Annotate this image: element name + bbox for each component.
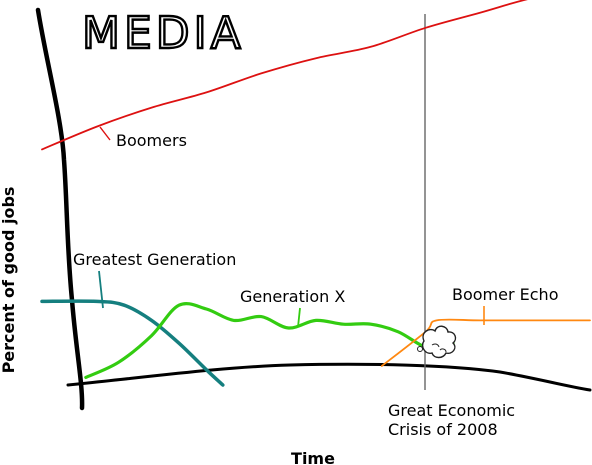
leader-line-greatest-generation [98,270,104,309]
x-axis-title: Time [291,449,335,465]
series-line-boomers [41,0,528,151]
cloud-icon [417,325,457,359]
series-line-generation-x [84,301,455,379]
y-axis-title: Percent of good jobs [0,187,18,374]
annotation-line-2: Crisis of 2008 [388,420,498,439]
series-label-boomer-echo: Boomer Echo [452,285,558,304]
annotation-line-1: Great Economic [388,401,515,420]
series-line-greatest-generation [40,299,225,387]
series-label-boomers: Boomers [116,131,187,150]
leader-line-boomers [99,126,111,141]
series-label-generation-x: Generation X [240,287,345,306]
series-label-greatest-generation: Greatest Generation [73,250,236,269]
y-axis-line [35,7,85,411]
x-axis-line [66,362,592,392]
series-line-boomer-echo [380,318,591,367]
chart-title: MEDIA [82,8,245,59]
leader-line-generation-x [297,307,301,328]
